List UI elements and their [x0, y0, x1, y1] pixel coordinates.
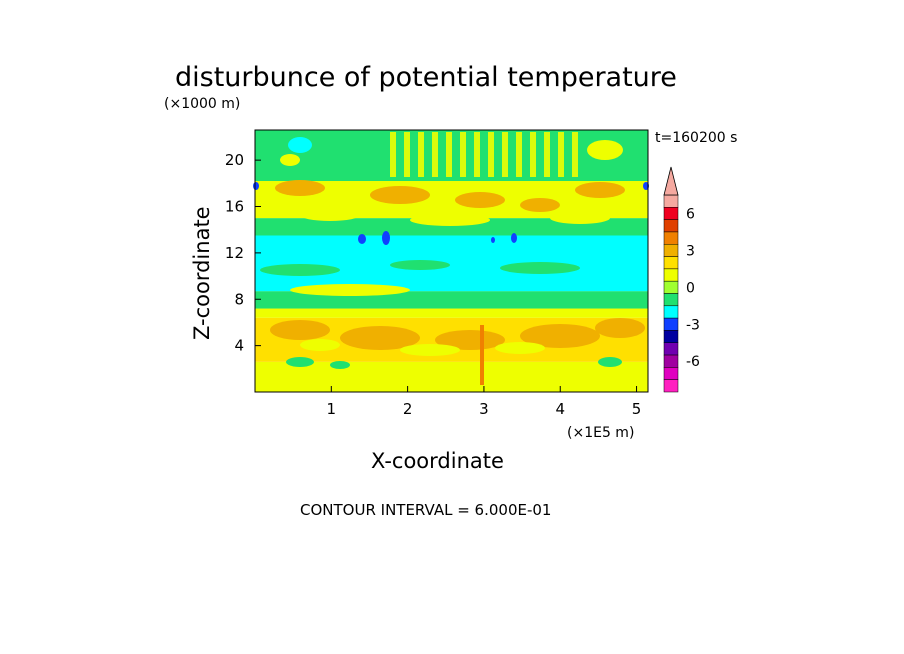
- colorbar-box: [663, 354, 679, 368]
- contour-blob: [598, 357, 622, 367]
- wave-streak: [390, 132, 396, 177]
- colorbar-box: [663, 194, 679, 208]
- colorbar-box: [663, 367, 679, 380]
- y-unit-label: (×1000 m): [164, 96, 240, 112]
- contour-blob: [511, 233, 517, 243]
- contour-blob: [455, 192, 505, 208]
- contour-blob: [270, 320, 330, 340]
- colorbar-box: [663, 244, 679, 257]
- wave-streak: [516, 132, 522, 177]
- contour-blob: [495, 342, 545, 354]
- y-tick-label: 16: [225, 198, 244, 216]
- contour-blob: [520, 198, 560, 212]
- wave-streak: [572, 132, 578, 177]
- colorbar-tick-label: 3: [686, 243, 695, 259]
- central-plume: [480, 325, 484, 385]
- colorbar-box: [663, 342, 679, 356]
- wave-streak: [488, 132, 494, 177]
- x-tick-label: 3: [479, 400, 489, 418]
- colorbar-box: [663, 379, 679, 393]
- x-axis-label: X-coordinate: [371, 449, 504, 473]
- colorbar-box: [663, 207, 679, 220]
- contour-blob: [260, 264, 340, 276]
- contour-blob: [370, 186, 430, 204]
- contour-blob: [435, 330, 505, 350]
- contour-blob: [300, 209, 360, 221]
- colorbar-box: [663, 219, 679, 233]
- colorbar-box: [663, 280, 679, 294]
- y-axis-label: Z-coordinate: [190, 206, 214, 340]
- wave-streak: [418, 132, 424, 177]
- contour-blob: [400, 344, 460, 356]
- colorbar-box: [663, 317, 679, 331]
- wave-streak: [474, 132, 480, 177]
- colorbar-tick-label: -6: [686, 354, 700, 370]
- colorbar-box: [663, 268, 679, 282]
- contour-blob: [290, 284, 410, 296]
- wave-streak: [530, 132, 536, 177]
- colorbar-box: [663, 256, 679, 270]
- contour-field: [253, 130, 649, 392]
- y-tick-label: 8: [234, 290, 244, 308]
- chart-title: disturbunce of potential temperature: [175, 62, 677, 93]
- contour-interval-label: CONTOUR INTERVAL = 6.000E-01: [300, 501, 551, 519]
- contour-blob: [550, 212, 610, 224]
- x-unit-label: (×1E5 m): [567, 425, 634, 441]
- y-tick-label: 20: [225, 151, 244, 169]
- contour-band: [255, 308, 648, 318]
- contour-blob: [275, 180, 325, 196]
- colorbar-box: [663, 231, 679, 245]
- wave-streak: [432, 132, 438, 177]
- wave-streak: [544, 132, 550, 177]
- contour-blob: [253, 182, 259, 190]
- contour-blob: [500, 262, 580, 274]
- contour-blob: [520, 324, 600, 348]
- colorbar-box: [663, 305, 679, 319]
- contour-blob: [390, 260, 450, 270]
- colorbar: 6 3 0 -3 -6: [663, 166, 700, 393]
- contour-band: [255, 361, 648, 392]
- wave-streak: [404, 132, 410, 177]
- contour-blob: [595, 318, 645, 338]
- contour-blob: [358, 234, 366, 244]
- y-tick-label: 4: [234, 337, 244, 355]
- x-tick-label: 2: [403, 400, 413, 418]
- wave-streak: [460, 132, 466, 177]
- x-tick-label: 1: [327, 400, 337, 418]
- contour-blob: [382, 231, 390, 245]
- contour-blob: [300, 339, 340, 351]
- x-tick-label: 5: [632, 400, 642, 418]
- contour-blob: [491, 237, 495, 243]
- contour-band: [255, 235, 648, 292]
- colorbar-tick-label: 0: [686, 280, 695, 296]
- colorbar-box: [663, 330, 679, 343]
- contour-band: [255, 218, 648, 236]
- colorbar-box: [663, 293, 679, 307]
- contour-blob: [280, 154, 300, 166]
- contour-blob: [288, 137, 312, 153]
- x-tick-label: 4: [555, 400, 565, 418]
- contour-blob: [575, 182, 625, 198]
- time-label: t=160200 s: [655, 130, 737, 146]
- y-tick-label: 12: [225, 244, 244, 262]
- contour-blob: [410, 214, 490, 226]
- colorbar-tick-label: -3: [686, 317, 700, 333]
- contour-blob: [330, 361, 350, 369]
- contour-blob: [340, 326, 420, 350]
- wave-streak: [446, 132, 452, 177]
- wave-streak: [558, 132, 564, 177]
- contour-blob: [587, 140, 623, 160]
- colorbar-tick-label: 6: [686, 206, 695, 222]
- contour-blob: [286, 357, 314, 367]
- plot-frame: [254, 129, 649, 393]
- wave-streak: [502, 132, 508, 177]
- colorbar-arrow: [663, 166, 679, 196]
